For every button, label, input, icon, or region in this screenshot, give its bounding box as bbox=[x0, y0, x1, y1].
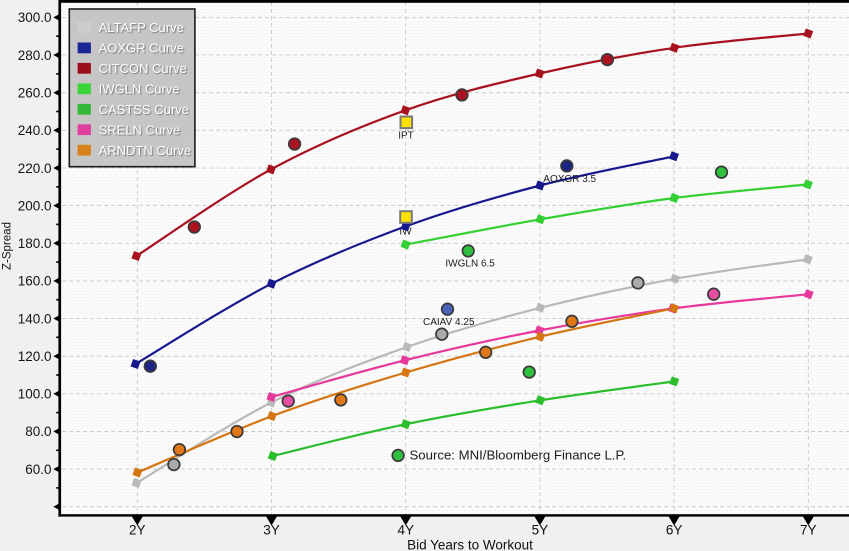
svg-text:AOXGR Curve: AOXGR Curve bbox=[99, 41, 184, 56]
svg-text:120.0: 120.0 bbox=[18, 349, 52, 364]
svg-text:ALTAFP Curve: ALTAFP Curve bbox=[99, 20, 184, 35]
svg-text:80.0: 80.0 bbox=[25, 424, 51, 439]
svg-text:5Y: 5Y bbox=[532, 523, 549, 538]
svg-text:4Y: 4Y bbox=[397, 523, 414, 538]
svg-text:200.0: 200.0 bbox=[18, 198, 52, 213]
svg-text:Bid Years to Workout: Bid Years to Workout bbox=[407, 538, 533, 551]
svg-text:60.0: 60.0 bbox=[25, 462, 51, 477]
svg-text:300.0: 300.0 bbox=[18, 10, 52, 25]
svg-text:140.0: 140.0 bbox=[18, 311, 52, 326]
svg-text:Z-Spread: Z-Spread bbox=[2, 222, 14, 270]
svg-text:AOXGR 3.5: AOXGR 3.5 bbox=[543, 174, 596, 185]
svg-text:SRELN Curve: SRELN Curve bbox=[99, 122, 181, 137]
svg-text:100.0: 100.0 bbox=[18, 387, 52, 402]
svg-text:6Y: 6Y bbox=[666, 523, 683, 538]
svg-text:IWGLN Curve: IWGLN Curve bbox=[99, 81, 180, 96]
svg-text:260.0: 260.0 bbox=[18, 85, 52, 100]
svg-text:CASTSS Curve: CASTSS Curve bbox=[99, 102, 189, 117]
svg-text:7Y: 7Y bbox=[800, 523, 817, 538]
svg-text:Source: MNI/Bloomberg Finance: Source: MNI/Bloomberg Finance L.P. bbox=[410, 448, 627, 463]
svg-text:160.0: 160.0 bbox=[18, 274, 52, 289]
svg-text:3Y: 3Y bbox=[263, 523, 280, 538]
svg-text:240.0: 240.0 bbox=[18, 123, 52, 138]
svg-text:CITCON Curve: CITCON Curve bbox=[99, 61, 187, 76]
svg-text:IW: IW bbox=[399, 227, 412, 238]
svg-text:IWGLN 6.5: IWGLN 6.5 bbox=[445, 259, 495, 270]
svg-text:220.0: 220.0 bbox=[18, 161, 52, 176]
svg-text:2Y: 2Y bbox=[129, 523, 146, 538]
svg-text:IPT: IPT bbox=[398, 131, 414, 142]
svg-text:ARNDTN Curve: ARNDTN Curve bbox=[99, 143, 191, 158]
svg-text:CAIAV 4.25: CAIAV 4.25 bbox=[423, 317, 475, 328]
svg-text:280.0: 280.0 bbox=[18, 48, 52, 63]
svg-text:180.0: 180.0 bbox=[18, 236, 52, 251]
